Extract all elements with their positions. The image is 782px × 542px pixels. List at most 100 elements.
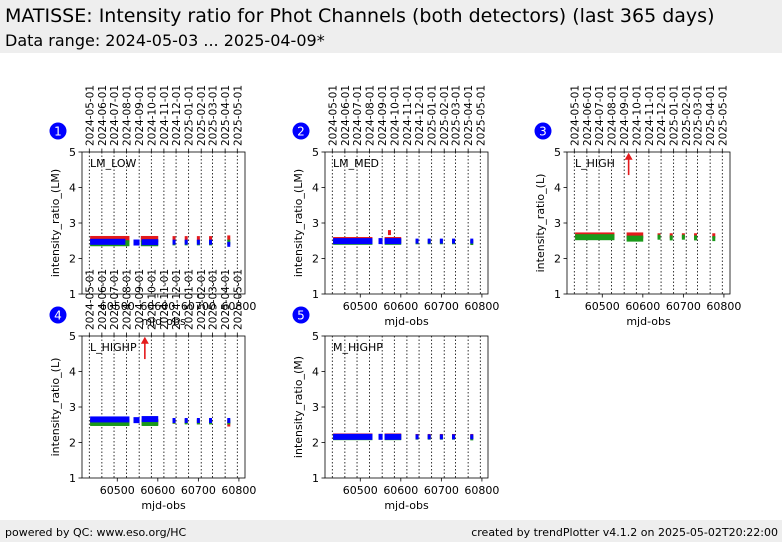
data-point-red xyxy=(196,236,200,242)
x-tick-label: 60700 xyxy=(666,300,701,313)
data-band-blue xyxy=(384,238,402,245)
data-point-blue xyxy=(172,239,176,245)
panel-number: 3 xyxy=(539,125,547,139)
data-band-green xyxy=(90,419,130,426)
channel-label: M_HIGHP xyxy=(333,341,383,354)
date-tick-label: 2024-07-01 xyxy=(109,269,121,330)
data-point-blue xyxy=(470,238,474,244)
page-footer: powered by QC: www.eso.org/HC created by… xyxy=(0,520,782,542)
data-point-green xyxy=(712,236,716,242)
date-tick-label: 2024-11-01 xyxy=(644,85,656,146)
data-point-blue xyxy=(227,241,231,247)
data-point-blue xyxy=(439,434,443,440)
footer-created-by: created by trendPlotter v4.1.2 on 2025-0… xyxy=(471,526,778,539)
y-tick-label: 2 xyxy=(554,253,561,266)
date-tick-label: 2025-02-01 xyxy=(439,85,451,146)
date-tick-label: 2025-05-01 xyxy=(475,85,487,146)
date-tick-label: 2024-07-01 xyxy=(594,85,606,146)
data-band-green xyxy=(575,234,615,241)
y-axis-label: intensity_ratio_(LM) xyxy=(49,169,62,277)
data-band-red xyxy=(626,232,644,239)
data-band-blue xyxy=(333,238,373,245)
channel-label: LM_MED xyxy=(333,157,379,170)
plot-frame xyxy=(566,151,731,295)
data-band-blue xyxy=(141,239,159,246)
panel-number-badge xyxy=(292,306,310,324)
date-tick-label: 2024-08-01 xyxy=(365,85,377,146)
x-tick-label: 60500 xyxy=(100,300,135,313)
data-point-blue xyxy=(184,417,188,423)
data-point-blue xyxy=(439,238,443,244)
date-tick-label: 2024-09-01 xyxy=(619,85,631,146)
date-tick-label: 2024-06-01 xyxy=(97,269,109,330)
date-tick-label: 2025-04-01 xyxy=(220,269,232,330)
date-tick-label: 2024-05-01 xyxy=(84,269,96,330)
y-tick-label: 3 xyxy=(554,217,561,230)
data-point-green xyxy=(669,235,673,241)
y-tick-label: 5 xyxy=(312,330,319,343)
date-tick-label: 2025-02-01 xyxy=(196,85,208,146)
date-tick-label: 2024-08-01 xyxy=(122,269,134,330)
x-tick-label: 60600 xyxy=(383,300,418,313)
data-band-blue xyxy=(133,417,140,424)
x-axis-label: mjd-obs xyxy=(626,315,671,328)
x-tick-label: 60700 xyxy=(181,484,216,497)
date-tick-label: 2024-09-01 xyxy=(377,85,389,146)
y-tick-label: 4 xyxy=(69,182,76,195)
y-axis-label: intensity_ratio_(LM) xyxy=(292,169,305,277)
y-tick-label: 4 xyxy=(312,182,319,195)
page-header: MATISSE: Intensity ratio for Phot Channe… xyxy=(0,0,782,53)
date-tick-label: 2024-12-01 xyxy=(656,85,668,146)
outlier-arrow-head xyxy=(140,336,149,344)
date-tick-label: 2024-09-01 xyxy=(134,85,146,146)
x-tick-label: 60800 xyxy=(464,484,499,497)
date-tick-label: 2025-04-01 xyxy=(705,85,717,146)
outlier-arrow-head xyxy=(624,152,633,160)
data-point-red xyxy=(172,236,176,242)
panel-number-badge xyxy=(49,122,67,140)
data-point-blue xyxy=(196,417,200,423)
data-point-red xyxy=(227,235,231,241)
date-tick-label: 2024-11-01 xyxy=(159,85,171,146)
y-tick-label: 2 xyxy=(312,253,319,266)
date-tick-label: 2024-06-01 xyxy=(582,85,594,146)
y-tick-label: 4 xyxy=(312,366,319,379)
date-tick-label: 2025-01-01 xyxy=(184,85,196,146)
date-tick-label: 2025-01-01 xyxy=(427,85,439,146)
chart-panel-5: 1 2 3 4 5 60500 60600 60700 60800 mjd-obs intensit… xyxy=(292,306,499,512)
date-tick-label: 2024-05-01 xyxy=(84,85,96,146)
channel-label: LM_LOW xyxy=(90,157,137,170)
data-point-green xyxy=(694,235,698,241)
panel-number: 4 xyxy=(54,309,62,323)
data-point-blue xyxy=(172,417,176,423)
date-tick-label: 2024-07-01 xyxy=(109,85,121,146)
data-point-blue xyxy=(427,238,431,244)
date-tick-label: 2025-01-01 xyxy=(669,85,681,146)
x-tick-label: 60600 xyxy=(140,484,175,497)
y-tick-label: 1 xyxy=(312,288,319,301)
data-point-blue xyxy=(209,417,213,423)
x-axis-label: mjd-obs xyxy=(141,315,186,328)
y-tick-label: 1 xyxy=(69,472,76,485)
channel-label: L_HIGHP xyxy=(90,341,137,354)
x-tick-label: 60600 xyxy=(625,300,660,313)
date-tick-label: 2024-12-01 xyxy=(171,85,183,146)
date-tick-label: 2024-10-01 xyxy=(146,269,158,330)
date-tick-label: 2025-02-01 xyxy=(681,85,693,146)
page-title: MATISSE: Intensity ratio for Phot Channe… xyxy=(5,5,715,27)
x-tick-label: 60700 xyxy=(424,484,459,497)
data-point-red xyxy=(712,233,716,239)
data-band-blue xyxy=(90,238,126,245)
date-tick-label: 2024-10-01 xyxy=(146,85,158,146)
y-axis-label: intensity_ratio_(L) xyxy=(49,358,62,457)
date-tick-label: 2024-11-01 xyxy=(159,269,171,330)
x-tick-label: 60700 xyxy=(424,300,459,313)
y-tick-label: 2 xyxy=(69,253,76,266)
date-tick-label: 2024-05-01 xyxy=(569,85,581,146)
data-point-blue xyxy=(184,239,188,245)
date-tick-label: 2024-07-01 xyxy=(352,85,364,146)
data-point-green xyxy=(657,234,661,240)
